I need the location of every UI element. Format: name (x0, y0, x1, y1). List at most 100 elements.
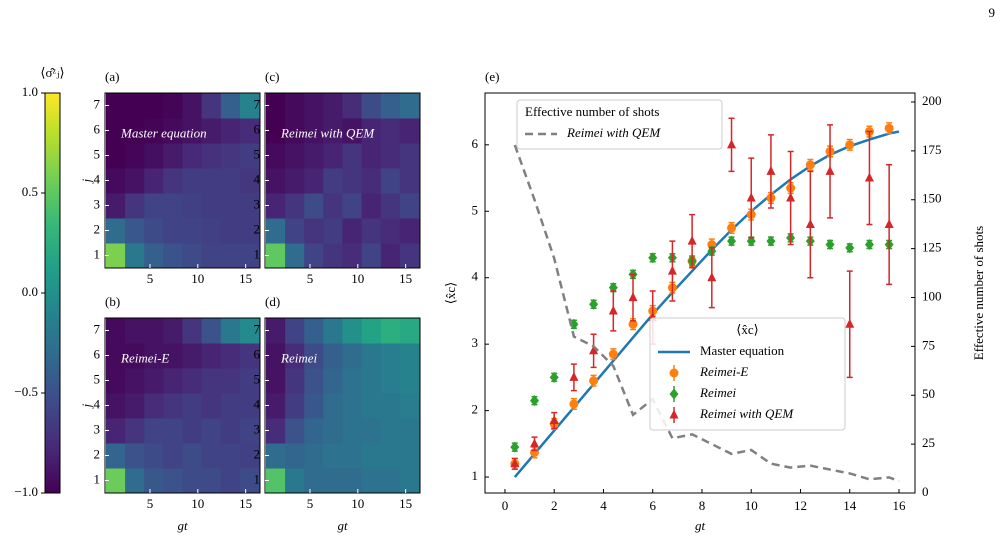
y-tick-label: 7 (254, 96, 261, 111)
marker (845, 242, 855, 254)
x-tick-label: 10 (745, 498, 758, 513)
y-tick-label: 6 (94, 346, 101, 361)
heatmap-cell (144, 168, 164, 194)
marker (589, 345, 599, 355)
heatmap-cell (399, 93, 420, 119)
marker (727, 139, 737, 149)
heatmap-cell (144, 118, 164, 144)
heatmap-cell (399, 418, 420, 444)
y2-axis-label: Effective number of shots (971, 226, 986, 360)
y-tick-label: 7 (94, 96, 101, 111)
heatmap-cell (163, 418, 183, 444)
x-axis-label: gt (337, 518, 348, 533)
panel-label: (b) (105, 294, 120, 309)
marker (766, 165, 776, 175)
y-tick-label: 6 (254, 346, 261, 361)
heatmap-cell (201, 218, 222, 244)
heatmap-cell (323, 418, 343, 444)
y-tick-label: 1 (94, 471, 101, 486)
heatmap-cell (265, 418, 286, 444)
heatmap-cell (125, 418, 145, 444)
y2-tick-label: 150 (922, 191, 942, 206)
heatmap-cell (361, 418, 382, 444)
marker (707, 272, 717, 282)
heatmap-cell (144, 443, 164, 469)
y-tick-label: 5 (254, 146, 261, 161)
heatmap-cell (380, 143, 401, 169)
heatmap-cell (342, 118, 363, 144)
heatmap-cell (399, 368, 420, 394)
heatmap-cell (220, 168, 241, 194)
heatmap-cell (125, 243, 145, 269)
heatmap-cell (285, 218, 305, 244)
heatmap-cell (144, 468, 164, 494)
heatmap-cell (323, 118, 343, 144)
heatmap-cell (323, 243, 343, 269)
heatmap-cell (304, 318, 324, 344)
heatmap-cell (239, 418, 260, 444)
heatmap-cell (380, 443, 401, 469)
marker (628, 292, 638, 302)
heatmap-cell (201, 143, 222, 169)
heatmap-cell (342, 443, 363, 469)
legend-box (516, 99, 723, 150)
panel-label: (e) (485, 69, 499, 84)
heatmap-cell (239, 368, 260, 394)
heatmap-cell (323, 193, 343, 219)
y-tick-label: 6 (472, 136, 479, 151)
heatmap-cell (220, 443, 241, 469)
y2-tick-label: 0 (922, 484, 929, 499)
heatmap-cell (323, 318, 343, 344)
heatmap-cell (361, 318, 382, 344)
heatmap-cell (105, 168, 126, 194)
marker (667, 265, 677, 275)
heatmap-cell (239, 218, 260, 244)
heatmap-cell (163, 343, 183, 369)
x-tick-label: 6 (649, 498, 656, 513)
heatmap-cell (361, 168, 382, 194)
heatmap-cell (285, 443, 305, 469)
heatmap-cell (304, 143, 324, 169)
marker (589, 298, 599, 310)
heatmap-cell (342, 168, 363, 194)
heatmap-cell (342, 418, 363, 444)
heatmap-cell (304, 243, 324, 269)
heatmap-cell (105, 243, 126, 269)
heatmap-cell (182, 143, 203, 169)
heatmap-cell (361, 468, 382, 494)
heatmap-cell (125, 468, 145, 494)
marker (628, 319, 638, 329)
heatmap-cell (220, 143, 241, 169)
heatmap-cell (342, 218, 363, 244)
heatmap-cell (265, 318, 286, 344)
tick-label: −1.0 (14, 484, 38, 499)
marker (884, 123, 894, 133)
heatmap-cell (182, 243, 203, 269)
x-tick-label: 10 (351, 271, 364, 286)
annotation: Reimei-E (120, 350, 169, 365)
x-tick-label: 5 (147, 271, 154, 286)
heatmap-cell (163, 243, 183, 269)
heatmap-cell (201, 443, 222, 469)
heatmap-cell (342, 318, 363, 344)
heatmap-cell (239, 468, 260, 494)
heatmap-cell (201, 168, 222, 194)
heatmap-cell (361, 368, 382, 394)
heatmap-cell (182, 218, 203, 244)
x-tick-label: 15 (239, 496, 252, 511)
heatmap-cell (125, 318, 145, 344)
y2-tick-label: 125 (922, 240, 942, 255)
heatmap-cell (323, 93, 343, 119)
heatmap-cell (285, 468, 305, 494)
heatmap-cell (105, 118, 126, 144)
heatmap-cell (399, 118, 420, 144)
legend-title: Effective number of shots (525, 104, 659, 119)
heatmap-cell (201, 318, 222, 344)
heatmap-cell (144, 368, 164, 394)
heatmap-cell (342, 243, 363, 269)
heatmap-cell (239, 193, 260, 219)
x-tick-label: 10 (191, 271, 204, 286)
heatmap-cell (144, 143, 164, 169)
heatmap-cell (239, 393, 260, 419)
marker (510, 441, 520, 453)
